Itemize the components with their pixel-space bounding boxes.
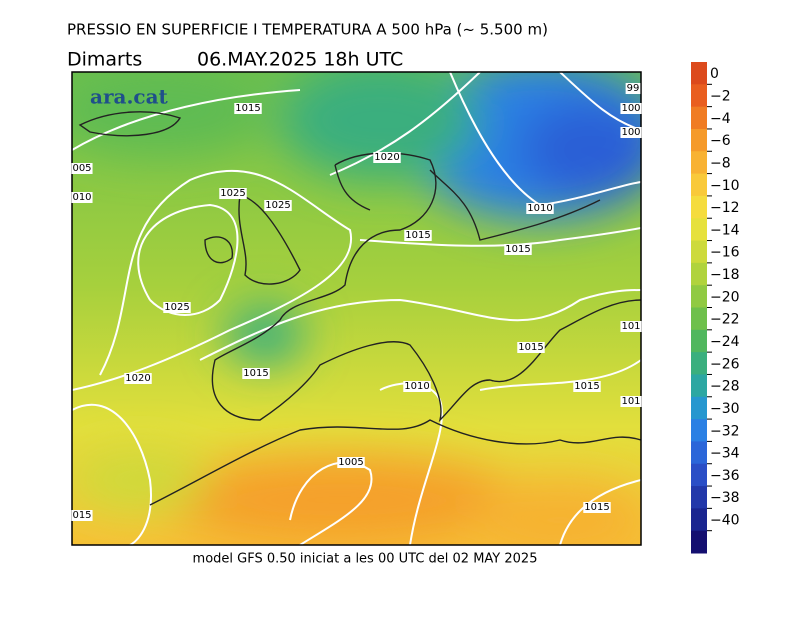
colorbar-band	[691, 419, 707, 442]
page: PRESSIO EN SUPERFICIE I TEMPERATURA A 50…	[0, 0, 800, 617]
isobar-label: 1010	[527, 203, 552, 214]
isobar-label: 005	[72, 163, 91, 174]
isobar-label: 015	[72, 510, 91, 521]
colorbar-band	[691, 531, 707, 554]
colorbar-label: −6	[710, 133, 731, 149]
colorbar-label: −2	[710, 88, 731, 104]
colorbar-band	[691, 285, 707, 308]
isobar-label: 1010	[404, 381, 429, 392]
isobar-label: 99	[627, 83, 640, 94]
colorbar-label: −10	[710, 178, 740, 194]
colorbar-label: −26	[710, 356, 740, 372]
colorbar-label: −20	[710, 289, 740, 305]
colorbar-band	[691, 330, 707, 353]
colorbar-band	[691, 62, 707, 85]
colorbar-band	[691, 84, 707, 107]
colorbar-label: −40	[710, 513, 740, 529]
colorbar-label: −16	[710, 245, 740, 261]
colorbar-label: −18	[710, 267, 740, 283]
colorbar-label: −4	[710, 111, 731, 127]
colorbar-band	[691, 397, 707, 420]
colorbar-label: −36	[710, 468, 740, 484]
date: 06.MAY.2025 18h UTC	[197, 49, 403, 71]
isobar-label: 1025	[220, 188, 245, 199]
colorbar-label: −12	[710, 200, 740, 216]
colorbar-label: −8	[710, 155, 731, 171]
day: Dimarts	[67, 49, 142, 71]
isobar-label: 1025	[164, 302, 189, 313]
colorbar-band	[691, 151, 707, 174]
isobar-label: 1020	[125, 373, 150, 384]
colorbar-band	[691, 441, 707, 464]
colorbar-label: −28	[710, 379, 740, 395]
colorbar-label: −22	[710, 312, 740, 328]
isobar-label: 101	[621, 396, 640, 407]
isobar-label: 1005	[338, 457, 363, 468]
map	[50, 60, 670, 560]
colorbar-label: −34	[710, 446, 740, 462]
isobar-label: 1020	[374, 152, 399, 163]
colorbar-band	[691, 263, 707, 286]
isobar-label: 1015	[518, 342, 543, 353]
colorbar-band	[691, 174, 707, 197]
isobar-label: 1015	[243, 368, 268, 379]
isobar-label: 010	[72, 192, 91, 203]
colorbar-band	[691, 308, 707, 331]
colorbar-band	[691, 374, 707, 397]
colorbar-band	[691, 508, 707, 531]
colorbar-label: −38	[710, 490, 740, 506]
colorbar-band	[691, 196, 707, 219]
colorbar-label: −14	[710, 222, 740, 238]
colorbar-label: −30	[710, 401, 740, 417]
colorbar-band	[691, 218, 707, 241]
colorbar: 0 −2 −4 −6 −8 −10 −12 −14 −16 −18 −20 −22 −24 −26 −28 −…	[691, 62, 740, 554]
colorbar-label: −32	[710, 423, 740, 439]
isobar-label: 1015	[574, 381, 599, 392]
colorbar-label: 0	[710, 66, 719, 82]
isobar-label: 100	[621, 127, 640, 138]
colorbar-band	[691, 241, 707, 264]
isobar-label: 1015	[405, 230, 430, 241]
logo: ara.cat	[90, 85, 169, 109]
isobar-label: 1015	[584, 502, 609, 513]
colorbar-band	[691, 486, 707, 509]
isobar-label: 1015	[505, 244, 530, 255]
colorbar-band	[691, 352, 707, 375]
colorbar-band	[691, 129, 707, 152]
colorbar-band	[691, 464, 707, 487]
isobar-label: 100	[621, 103, 640, 114]
isobar-label: 101	[621, 321, 640, 332]
colorbar-band	[691, 107, 707, 130]
isobar-label: 1025	[265, 200, 290, 211]
colorbar-label: −24	[710, 334, 740, 350]
isobar-label: 1015	[235, 103, 260, 114]
title: PRESSIO EN SUPERFICIE I TEMPERATURA A 50…	[67, 21, 548, 39]
footer: model GFS 0.50 iniciat a les 00 UTC del …	[193, 552, 538, 567]
